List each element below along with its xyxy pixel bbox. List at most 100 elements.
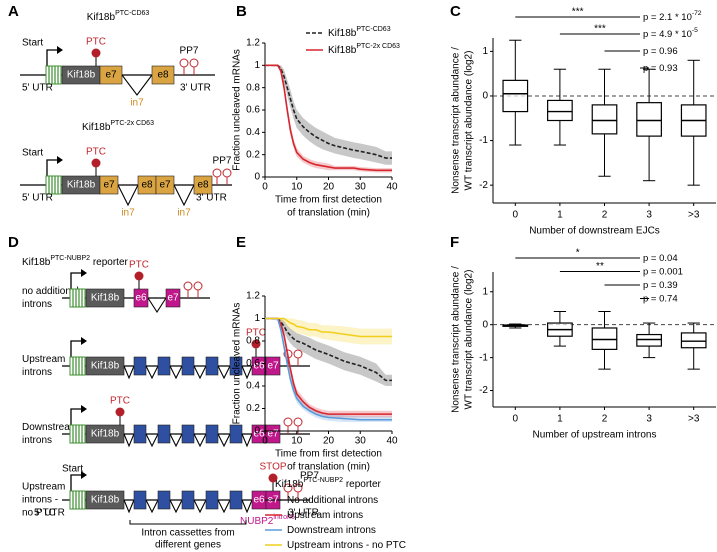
p-value: p = 0.001: [643, 266, 683, 277]
legend-title: Kif18bPTC-NUBP2 reporter: [275, 477, 382, 489]
intron-name: NUBP2intron6: [240, 514, 295, 526]
hairpin-loop: [189, 58, 199, 68]
cassette-bracket: [129, 520, 247, 525]
x-tick-label: 0: [262, 182, 268, 193]
p-value: p = 0.96: [643, 46, 678, 57]
utr-label: 5' UTR: [34, 508, 65, 519]
x-tick-label: 40: [386, 182, 398, 193]
text-part: p = 0.96: [643, 46, 678, 57]
exon: [157, 356, 171, 376]
series-line: [265, 317, 392, 415]
ptc-label: PTC: [246, 328, 266, 339]
exon-label: e7: [105, 70, 117, 81]
superscript: PTC-NUBP2: [50, 255, 90, 262]
text-part: p = 0.39: [643, 280, 678, 291]
box: [591, 104, 618, 135]
y-tick-label: -2: [479, 180, 488, 191]
intron: [217, 499, 231, 514]
arrow-head: [81, 269, 87, 277]
exon-label: e8: [141, 180, 153, 191]
stem-loop-box: [45, 65, 62, 85]
y-axis-label: WT transcript abundance (log2): [464, 51, 475, 191]
intron: [193, 433, 207, 448]
series-line: [265, 317, 392, 421]
panel-label: B: [236, 3, 247, 20]
exon: [265, 356, 281, 376]
promoter-arrow: [70, 408, 81, 425]
ptc-label: PTC: [129, 260, 149, 271]
row-label: Downstream: [22, 422, 78, 433]
exon: [165, 288, 181, 308]
intron: [147, 297, 167, 314]
y-tick-label: 0: [482, 91, 488, 102]
text-part: p = 0.74: [643, 293, 678, 304]
cassette-label: Intron cassettes from: [141, 528, 234, 539]
ptc-label: PTC: [110, 396, 130, 407]
promoter-arrow: [70, 340, 81, 357]
start-label: Start: [22, 148, 43, 159]
exon-label: Kif18b: [91, 293, 120, 304]
exon: [157, 490, 171, 510]
exon: [133, 490, 147, 510]
y-axis-label: Fraction uncleaved mRNAs: [232, 49, 243, 171]
legend-label: Upstream introns - no PTC: [287, 540, 406, 551]
exon: [133, 356, 147, 376]
hairpin-loop: [183, 281, 193, 291]
intron: [123, 365, 135, 380]
text-part: p = 0.04: [643, 253, 678, 264]
x-tick-label: 0: [262, 436, 268, 447]
hairpin-loop: [212, 168, 222, 178]
intron: [117, 184, 139, 207]
stop-label: STOP: [259, 462, 286, 473]
x-tick-label: >3: [688, 414, 700, 425]
x-tick-label: 40: [386, 436, 398, 447]
confidence-band: [265, 65, 392, 165]
hairpin-loop: [283, 417, 293, 427]
x-tick-label: 10: [291, 436, 303, 447]
intron: [121, 74, 153, 96]
exon-label: Kif18b: [67, 70, 96, 81]
exon: [229, 424, 243, 444]
significance-stars: **: [596, 261, 604, 272]
p-value: p = 0.39: [643, 280, 678, 291]
y-tick-label: 0.6: [246, 358, 260, 369]
exon-label: e6: [253, 429, 265, 440]
x-axis-label: Time from first detection: [275, 195, 382, 206]
x-tick-label: 3: [646, 414, 652, 425]
reporter-title: Kif18bPTC-NUBP2 reporter: [22, 255, 129, 267]
exon-label: e6: [253, 361, 265, 372]
confidence-band: [265, 318, 392, 422]
box: [591, 327, 618, 350]
intron: [123, 499, 135, 514]
pp7-label: PP7: [180, 46, 199, 57]
cassette-label: different genes: [155, 540, 221, 551]
x-tick-label: 1: [557, 414, 563, 425]
exon: [157, 424, 171, 444]
y-tick-label: 0.2: [246, 403, 260, 414]
pp7-label: PP7: [300, 471, 319, 482]
exon: [151, 65, 175, 85]
significance-stars: ***: [572, 7, 584, 18]
ptc-marker: [91, 158, 101, 168]
intron: [241, 433, 253, 448]
text-part: Kif18b: [22, 257, 51, 268]
y-tick-label: -1: [479, 135, 488, 146]
text-part: Kif18b: [87, 12, 116, 23]
ptc-marker: [134, 271, 144, 281]
text-part: Kif18b: [82, 122, 111, 133]
y-tick-label: 0.8: [246, 336, 260, 347]
utr-label: 3' UTR: [288, 508, 319, 519]
x-axis-label: Number of upstream introns: [533, 430, 657, 441]
stem-loop-box: [45, 175, 62, 195]
exon: [181, 356, 195, 376]
superscript: PTC-CD63: [115, 10, 149, 17]
confidence-band: [265, 318, 392, 386]
x-tick-label: 10: [291, 182, 303, 193]
exon: [85, 288, 125, 308]
exon-label: e7: [167, 293, 179, 304]
promoter-arrow: [70, 272, 81, 289]
intron-label: in7: [130, 98, 144, 109]
x-tick-label: 0: [513, 210, 519, 221]
exon-label: Kif18b: [91, 429, 120, 440]
x-axis-label: Time from first detection: [275, 449, 382, 460]
